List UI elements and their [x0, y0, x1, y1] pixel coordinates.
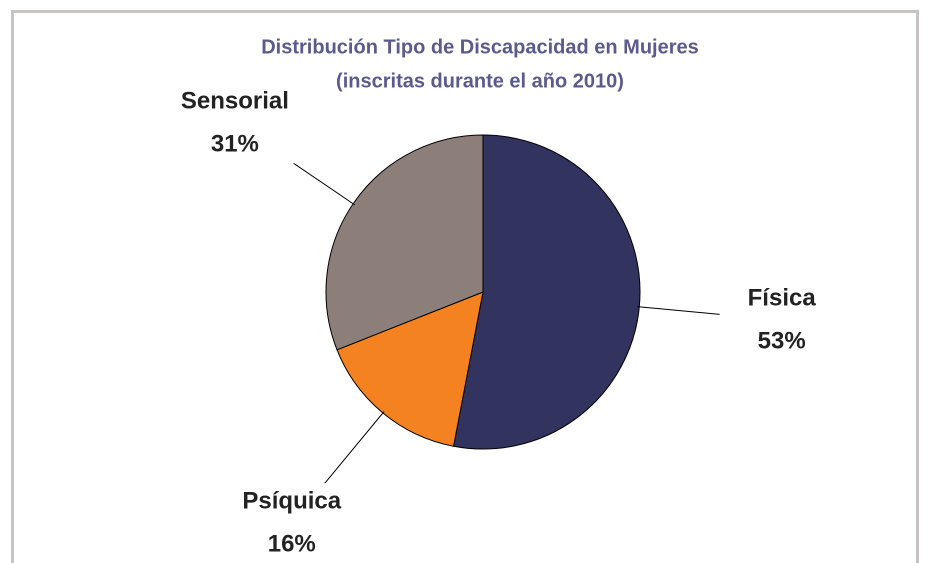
chart-subtitle: (inscritas durante el año 2010): [336, 70, 624, 92]
leader-line: [322, 411, 385, 486]
slice-label: Psíquica: [242, 487, 341, 514]
slice-label: Sensorial: [181, 88, 289, 115]
slice-value-label: 16%: [268, 530, 316, 557]
leader-line: [637, 306, 734, 317]
chart-frame: [11, 10, 919, 563]
label-bg: [719, 280, 844, 361]
label-bg: [229, 483, 354, 563]
slice-label: Física: [748, 285, 817, 312]
slice-value-label: 53%: [758, 328, 806, 355]
slice-value-label: 31%: [211, 131, 259, 158]
label-bg: [172, 83, 297, 164]
chart-title: Distribución Tipo de Discapacidad en Muj…: [261, 36, 699, 58]
